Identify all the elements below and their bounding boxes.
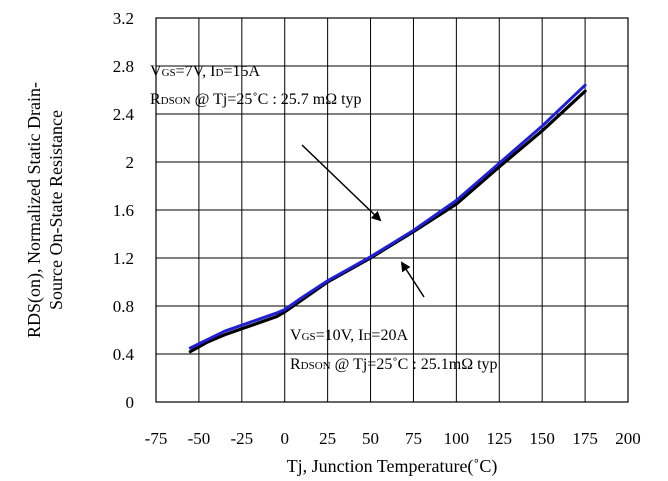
y-tick-label-7: 2.8 [113, 57, 134, 76]
x-tick-labels: -75 -50 -25 0 25 50 75 100 125 150 175 200 [145, 429, 641, 448]
x-tick-label-8: 125 [487, 429, 513, 448]
y-tick-label-6: 2.4 [113, 105, 135, 124]
annotation-2-arrow [400, 261, 425, 298]
x-tick-label-2: -25 [230, 429, 253, 448]
x-tick-label-4: 25 [319, 429, 336, 448]
annotation-2-line2: RDSON @ Tj=25˚C : 25.1mΩ typ [290, 356, 498, 373]
x-tick-label-3: 0 [280, 429, 289, 448]
annotation-1-arrow [301, 144, 382, 222]
y-tick-label-0: 0 [126, 393, 135, 412]
series-line-1 [188, 83, 587, 350]
x-tick-label-7: 100 [444, 429, 470, 448]
y-axis-title-line1: RDS(on), Normalized Static Drain- [24, 82, 45, 338]
x-axis-title: Tj, Junction Temperature(˚C) [287, 456, 498, 477]
series-line-0 [188, 89, 587, 354]
series-lines [188, 83, 587, 354]
y-tick-labels: 0 0.4 0.8 1.2 1.6 2 2.4 2.8 3.2 [113, 9, 135, 412]
annotation-1-line2: RDSON @ Tj=25˚C : 25.7 mΩ typ [150, 91, 362, 108]
y-tick-label-1: 0.4 [113, 345, 135, 364]
x-tick-label-9: 150 [529, 429, 555, 448]
y-tick-label-5: 2 [126, 153, 135, 172]
x-tick-label-1: -50 [188, 429, 211, 448]
y-axis-title-line2: Source On-State Resistance [46, 110, 66, 310]
x-tick-label-0: -75 [145, 429, 168, 448]
y-tick-label-2: 0.8 [113, 297, 134, 316]
x-tick-label-11: 200 [615, 429, 641, 448]
x-tick-label-6: 75 [405, 429, 422, 448]
grid-lines [155, 17, 629, 403]
plot-frame [155, 17, 629, 403]
annotation-1-line1: VGS=7V, ID=15A [150, 63, 260, 80]
x-tick-label-10: 175 [572, 429, 598, 448]
x-tick-label-5: 50 [362, 429, 379, 448]
y-tick-label-4: 1.6 [113, 201, 134, 220]
annotation-2-line1: VGS=10V, ID=20A [290, 327, 408, 344]
y-tick-label-3: 1.2 [113, 249, 134, 268]
y-tick-label-8: 3.2 [113, 9, 134, 28]
